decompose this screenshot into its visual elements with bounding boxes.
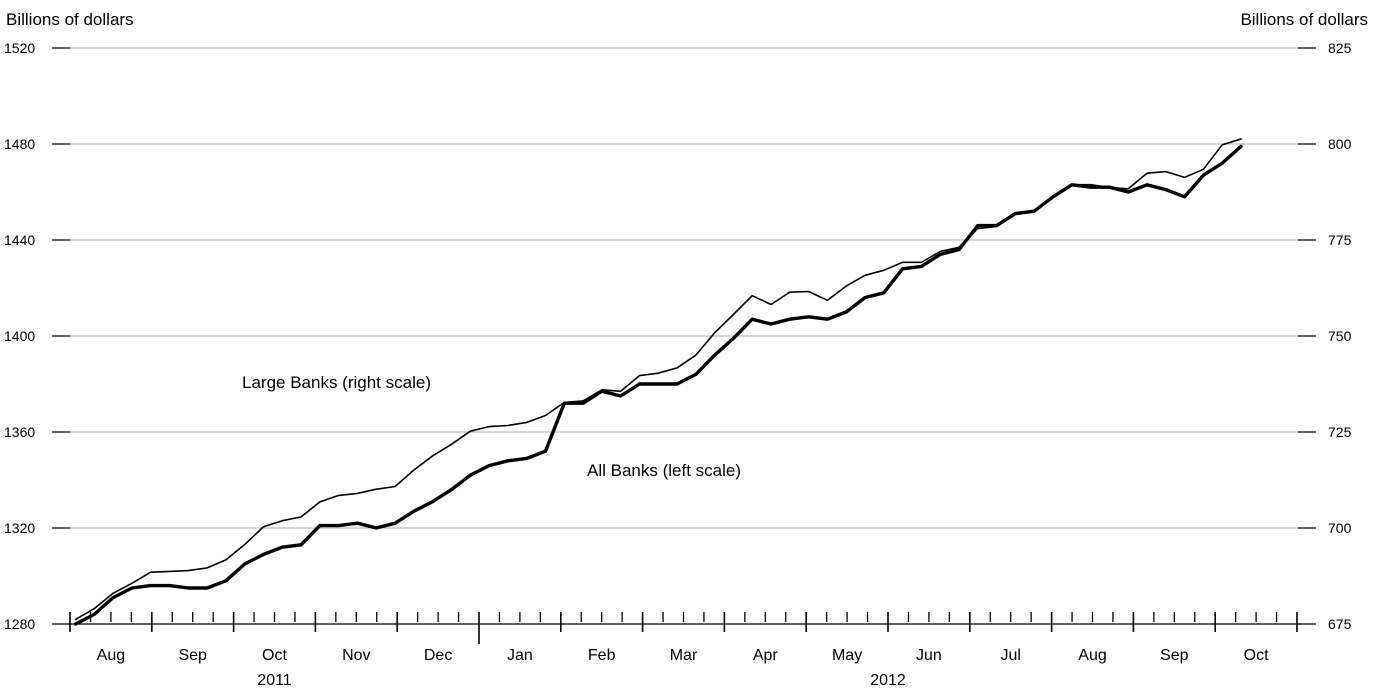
x-axis: Aug Sep Oct Nov Dec Jan Feb Mar Apr May Jun Jul Aug S… xyxy=(69,612,1300,689)
right-tick-label: 775 xyxy=(1328,232,1352,248)
left-tick-label: 1400 xyxy=(4,328,35,344)
month-label: May xyxy=(832,647,862,664)
series-lines xyxy=(73,138,1243,626)
month-label: Apr xyxy=(753,647,779,664)
year-label: 2012 xyxy=(870,672,906,689)
left-tick-label: 1440 xyxy=(4,232,35,248)
annotation-large-banks: Large Banks (right scale) xyxy=(242,373,431,392)
year-label: 2011 xyxy=(257,672,292,689)
left-tick-label: 1320 xyxy=(4,520,35,536)
left-tick-label: 1520 xyxy=(4,40,35,56)
right-tick-label: 675 xyxy=(1328,616,1352,632)
right-tick-label: 750 xyxy=(1328,328,1352,344)
month-label: Sep xyxy=(1160,647,1189,664)
gridlines xyxy=(70,47,1300,529)
right-axis-unit-label: Billions of dollars xyxy=(1240,10,1368,29)
month-label: Nov xyxy=(342,647,370,664)
annotation-all-banks: All Banks (left scale) xyxy=(587,461,741,480)
left-tick-label: 1360 xyxy=(4,424,35,440)
month-label: Jul xyxy=(1000,647,1020,664)
right-tick-label: 825 xyxy=(1328,40,1352,56)
month-label: Jun xyxy=(916,647,942,664)
month-label: Mar xyxy=(670,647,698,664)
month-label: Feb xyxy=(588,647,616,664)
month-label: Aug xyxy=(1078,647,1106,664)
month-label: Oct xyxy=(1244,647,1269,664)
right-tick-label: 700 xyxy=(1328,520,1352,536)
left-tick-label: 1280 xyxy=(4,616,35,632)
right-axis: 675 700 725 750 775 800 825 xyxy=(1298,40,1352,632)
month-label: Aug xyxy=(97,647,125,664)
series-line-large-banks xyxy=(74,138,1242,621)
left-axis-unit-label: Billions of dollars xyxy=(6,10,134,29)
right-tick-label: 800 xyxy=(1328,136,1352,152)
month-label: Sep xyxy=(178,647,207,664)
month-label: Dec xyxy=(424,647,452,664)
month-label: Oct xyxy=(262,647,287,664)
month-label: Jan xyxy=(507,647,533,664)
left-tick-label: 1480 xyxy=(4,136,35,152)
right-tick-label: 725 xyxy=(1328,424,1352,440)
left-axis: 1280 1320 1360 1400 1440 1480 1520 xyxy=(4,40,70,632)
